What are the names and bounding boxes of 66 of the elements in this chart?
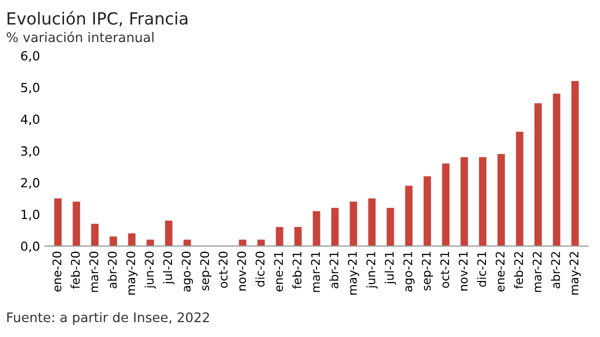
x-tick-label: ene-21	[274, 252, 283, 292]
x-tick-label: may-22	[570, 252, 581, 295]
x-tick-label: dic-21	[477, 252, 486, 287]
x-tick-label: nov-21	[458, 252, 468, 290]
bar	[110, 236, 118, 246]
bar	[405, 186, 413, 246]
bar	[386, 208, 394, 246]
x-tick-label: may-20	[126, 252, 138, 295]
bar	[165, 220, 172, 246]
x-tick-label: jul-21	[384, 252, 396, 284]
bar	[479, 157, 486, 246]
chart-title: Evolución IPC, Francia	[8, 11, 188, 26]
y-tick-label: 0,0	[21, 241, 40, 252]
x-tick-label: sep-21	[422, 252, 434, 290]
bar	[128, 233, 136, 246]
bar	[312, 211, 320, 246]
x-tick-label: abr-22	[550, 252, 560, 288]
bar	[368, 198, 376, 246]
x-tick-label: ago-21	[403, 252, 415, 292]
x-tick-label: ene-22	[496, 252, 505, 292]
x-tick-label: nov-20	[237, 252, 246, 290]
bar	[442, 164, 450, 246]
y-tick-label: 5,0	[21, 82, 40, 94]
x-tick-label: ene-20	[52, 252, 62, 292]
bar	[257, 240, 265, 246]
bar	[516, 132, 524, 246]
y-tick-label: 1,0	[22, 210, 40, 220]
y-tick-label: 3,0	[21, 146, 40, 158]
chart-subtitle: % variación interanual	[6, 31, 154, 42]
bar	[91, 224, 99, 246]
x-tick-label: dic-20	[255, 252, 265, 287]
x-tick-label: feb-22	[514, 252, 524, 289]
bar	[184, 240, 191, 246]
y-tick-label: 2,0	[21, 178, 40, 189]
bar	[460, 157, 468, 246]
bar	[424, 176, 432, 246]
bar	[498, 154, 505, 246]
bar	[571, 80, 579, 246]
bar	[294, 226, 302, 246]
y-tick-label: 6,0	[21, 51, 40, 62]
x-tick-label: jul-20	[163, 252, 174, 284]
x-tick-label: oct-20	[218, 252, 228, 288]
x-tick-label: sep-20	[200, 252, 212, 290]
x-tick-label: mar-22	[532, 252, 542, 292]
x-tick-label: mar-20	[89, 252, 98, 292]
x-tick-label: ago-20	[182, 252, 193, 292]
bar	[146, 240, 154, 246]
x-tick-label: feb-21	[292, 252, 302, 289]
x-tick-label: abr-20	[108, 252, 117, 288]
x-tick-label: jun-21	[366, 252, 378, 289]
x-tick-label: jun-20	[144, 252, 156, 289]
y-tick-label: 4,0	[20, 114, 40, 126]
bar	[54, 198, 62, 246]
x-tick-label: abr-21	[329, 252, 338, 288]
bar	[276, 226, 284, 246]
x-tick-label: oct-21	[440, 252, 450, 288]
x-tick-label: mar-21	[310, 252, 320, 292]
bar	[534, 103, 542, 246]
bar	[350, 202, 358, 246]
bar	[552, 94, 560, 246]
source-note: Fuente: a partir de Insee, 2022	[7, 312, 209, 325]
bar	[238, 240, 246, 246]
x-tick-label: may-21	[348, 252, 360, 295]
bar	[331, 208, 339, 246]
bar	[72, 202, 80, 246]
x-tick-label: feb-20	[70, 252, 80, 289]
